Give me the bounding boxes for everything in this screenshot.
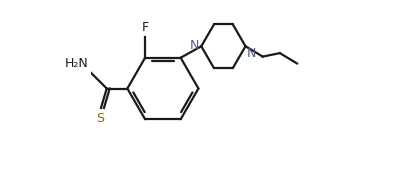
Text: F: F — [141, 21, 148, 34]
Text: N: N — [190, 39, 199, 52]
Text: H₂N: H₂N — [64, 57, 88, 70]
Text: S: S — [96, 112, 104, 125]
Text: N: N — [246, 47, 256, 60]
